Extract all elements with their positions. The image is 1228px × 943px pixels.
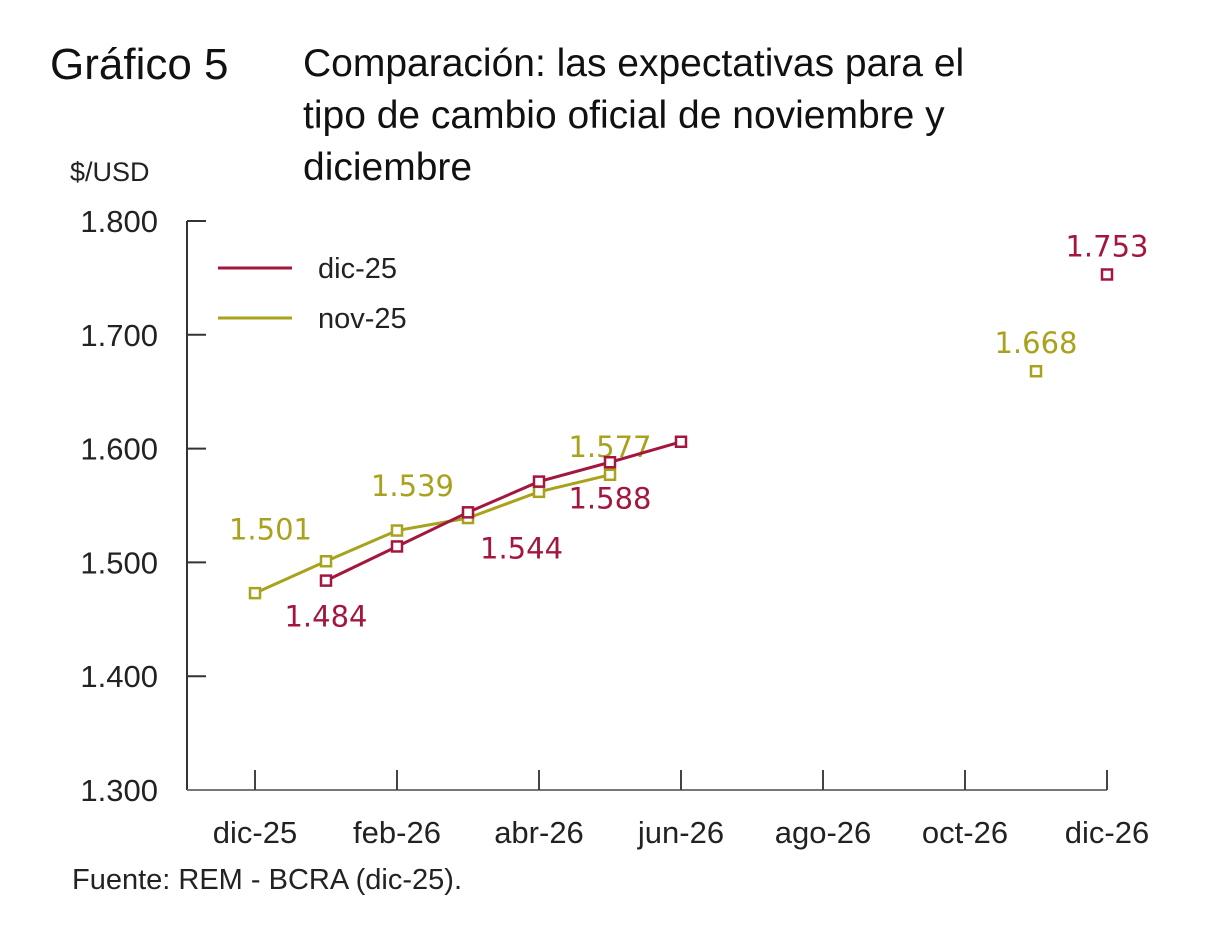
data-label: 1.484 <box>284 600 367 634</box>
series-line <box>254 473 611 595</box>
x-tick-label: dic-26 <box>1065 815 1149 850</box>
data-label: 1.539 <box>371 469 454 503</box>
data-point <box>674 435 688 449</box>
data-point <box>248 586 262 600</box>
data-point <box>390 540 404 553</box>
data-point <box>1029 364 1043 378</box>
x-tick-label: ago-26 <box>775 815 872 850</box>
y-tick-label: 1.300 <box>80 773 158 808</box>
data-point <box>603 468 617 482</box>
x-tick-label: abr-26 <box>494 815 584 850</box>
data-point <box>390 524 404 537</box>
data-label: 1.501 <box>229 512 312 546</box>
legend-item-dic-25: dic-25 <box>218 253 397 285</box>
source-note: Fuente: REM - BCRA (dic-25). <box>72 864 462 896</box>
data-point <box>1100 268 1114 281</box>
data-point <box>603 456 617 469</box>
x-tick-label: jun-26 <box>637 815 724 850</box>
data-label: 1.753 <box>1065 229 1148 263</box>
data-point <box>319 574 333 587</box>
data-point <box>532 475 546 488</box>
data-label: 1.544 <box>480 531 563 565</box>
y-tick-label: 1.500 <box>80 545 158 580</box>
series-line <box>325 440 682 582</box>
x-tick-label: feb-26 <box>353 815 441 850</box>
y-tick-label: 1.800 <box>80 204 158 239</box>
y-tick-label: 1.700 <box>80 318 158 353</box>
x-tick-label: dic-25 <box>213 815 297 850</box>
data-label: 1.588 <box>568 481 651 515</box>
data-point <box>319 555 333 568</box>
x-tick-label: oct-26 <box>922 815 1008 850</box>
legend-label: nov-25 <box>318 303 407 335</box>
data-point <box>461 506 475 519</box>
y-axis-unit: $/USD <box>70 157 150 187</box>
chart-title: Comparación: las expectativas para el ti… <box>303 42 965 189</box>
y-tick-label: 1.400 <box>80 659 158 694</box>
data-label: 1.668 <box>994 326 1077 360</box>
y-tick-label: 1.600 <box>80 432 158 467</box>
legend-item-nov-25: nov-25 <box>218 303 407 335</box>
data-point <box>532 485 546 499</box>
figure-label: Gráfico 5 <box>50 40 229 89</box>
legend-label: dic-25 <box>318 253 397 285</box>
